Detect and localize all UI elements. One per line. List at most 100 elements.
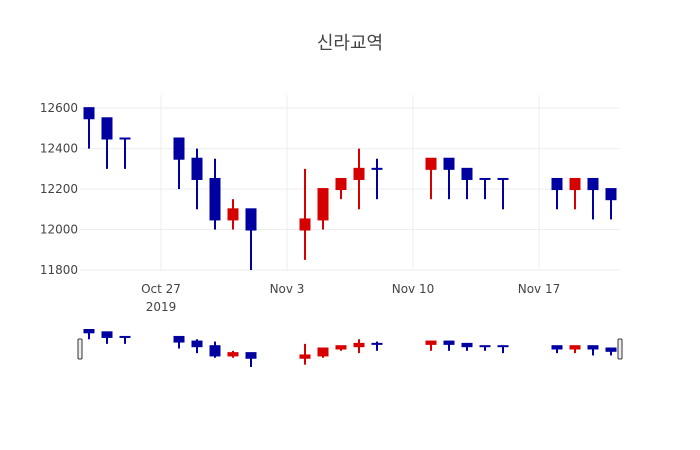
candle (101, 117, 113, 169)
candle (173, 137, 185, 190)
mini-candle-body (119, 335, 131, 338)
candle-body (353, 167, 365, 180)
mini-candle-body (551, 345, 563, 350)
candle (479, 177, 491, 200)
candle-body (245, 208, 257, 231)
candle-body (317, 188, 329, 221)
candle (191, 148, 203, 210)
candle-body (425, 157, 437, 170)
mini-candle-body (461, 342, 473, 348)
range-slider-left-handle[interactable] (77, 338, 83, 360)
mini-candle-body (191, 340, 203, 348)
mini-candle (209, 341, 221, 358)
mini-candle (335, 345, 347, 351)
mini-candle-body (101, 331, 113, 338)
y-tick-label: 12400 (40, 142, 78, 156)
candle-body (551, 177, 563, 191)
candle (569, 177, 581, 210)
x-tick-label: Nov 10 (392, 282, 435, 296)
candle (209, 158, 221, 230)
mini-candle-body (479, 345, 491, 348)
mini-candle (173, 335, 185, 349)
range-slider-background[interactable] (80, 324, 620, 372)
mini-candle-body (317, 347, 329, 357)
mini-candle-body (335, 345, 347, 350)
candle-body (191, 157, 203, 180)
mini-candle-body (605, 347, 617, 352)
mini-candle (119, 335, 131, 344)
mini-candle (227, 350, 239, 358)
mini-candle (317, 347, 329, 358)
mini-candle-body (443, 340, 455, 345)
range-slider-right-handle[interactable] (617, 338, 623, 360)
candle-body (605, 188, 617, 201)
candle-body (101, 117, 113, 140)
mini-candle (479, 345, 491, 351)
candle (335, 177, 347, 200)
candle (587, 177, 599, 220)
mini-candle (101, 331, 113, 344)
x-tick-label: Oct 27 (141, 282, 181, 296)
candle (245, 208, 257, 270)
candle-body (479, 177, 491, 180)
candle-body (119, 137, 131, 140)
range-slider[interactable] (77, 324, 623, 372)
candle (353, 148, 365, 210)
mini-candle-body (299, 354, 311, 359)
candle-body (227, 208, 239, 221)
candle (371, 158, 383, 200)
candle (299, 168, 311, 260)
x-tick-label: Nov 17 (518, 282, 561, 296)
mini-candle (425, 340, 437, 351)
y-tick-label: 12600 (40, 101, 78, 115)
candle-body (371, 167, 383, 170)
x-tick-year-label: 2019 (146, 300, 177, 314)
mini-candle (191, 339, 203, 354)
candle-body (587, 177, 599, 191)
candle-body (443, 157, 455, 170)
candle (119, 137, 131, 169)
mini-candle (587, 345, 599, 356)
candle (317, 188, 329, 230)
candle-body (461, 167, 473, 180)
candle (605, 188, 617, 220)
mini-candle-body (569, 345, 581, 350)
candle-body (299, 218, 311, 231)
y-tick-label: 11800 (40, 263, 78, 277)
candle (497, 177, 509, 210)
mini-candle (443, 340, 455, 351)
mini-candle-body (173, 335, 185, 343)
candle (425, 157, 437, 200)
mini-candle (299, 343, 311, 365)
mini-candle-body (209, 345, 221, 357)
mini-candle-body (497, 345, 509, 348)
candle (551, 177, 563, 210)
candle-body (209, 177, 221, 221)
mini-candle (569, 345, 581, 354)
mini-candle-body (83, 329, 95, 334)
candle-body (569, 177, 581, 191)
mini-candle-body (371, 342, 383, 345)
candle (461, 167, 473, 200)
mini-candle-body (587, 345, 599, 350)
mini-candle (497, 345, 509, 354)
y-tick-label: 12000 (40, 223, 78, 237)
mini-candle (371, 341, 383, 351)
candle-body (497, 177, 509, 180)
candle (227, 199, 239, 230)
mini-candle (551, 345, 563, 354)
chart-title: 신라교역 (317, 33, 383, 54)
candle-body (173, 137, 185, 160)
mini-candle (353, 339, 365, 354)
y-tick-label: 12200 (40, 182, 78, 196)
mini-candle-body (425, 340, 437, 345)
mini-candle (605, 347, 617, 356)
candle-body (83, 107, 95, 120)
candle (443, 157, 455, 200)
mini-candle-body (245, 352, 257, 359)
x-tick-label: Nov 3 (270, 282, 305, 296)
mini-candle-body (227, 352, 239, 357)
mini-candle-body (353, 342, 365, 348)
